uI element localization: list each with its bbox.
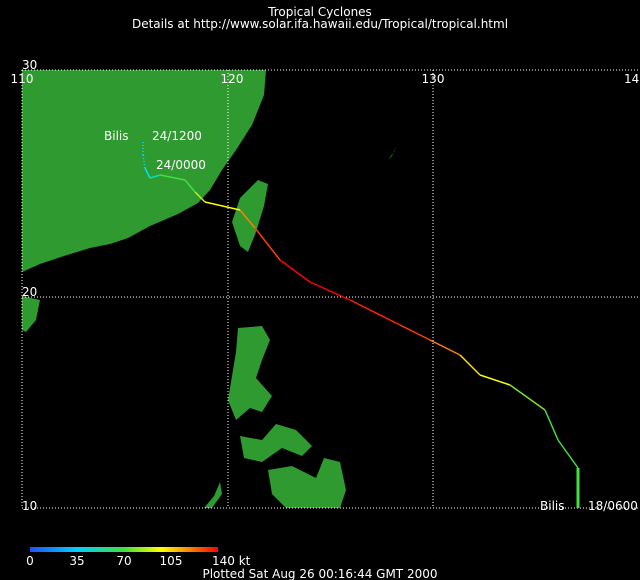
palawan <box>204 482 222 508</box>
legend-label: 35 <box>69 554 84 568</box>
storm-time: 24/0000 <box>156 158 206 172</box>
track-segment <box>349 299 401 326</box>
mainland <box>22 70 266 272</box>
track-segment <box>399 324 431 341</box>
track-segment <box>159 174 186 181</box>
luzon <box>228 326 272 420</box>
track-segment <box>184 179 196 193</box>
storm-track <box>142 140 580 508</box>
longitude-label: 110 <box>11 72 34 86</box>
latitude-label: 20 <box>22 285 37 299</box>
track-segment <box>194 191 206 203</box>
track-segment <box>544 409 559 441</box>
footer: Plotted Sat Aug 26 00:16:44 GMT 2000 <box>202 567 437 580</box>
storm-name: Bilis <box>540 499 565 513</box>
latitude-label: 10 <box>22 499 37 513</box>
track-segment <box>557 439 579 469</box>
track-segment <box>142 154 146 169</box>
legend-colorbar <box>30 547 218 552</box>
ryukyu <box>388 146 396 160</box>
title: Tropical Cyclones <box>267 5 372 19</box>
taiwan <box>232 180 268 252</box>
legend-label: 0 <box>26 554 34 568</box>
visayas <box>240 424 312 462</box>
storm-time: 18/0600 <box>588 499 638 513</box>
track-segment <box>204 201 241 211</box>
track-segment <box>279 259 311 283</box>
track-segment <box>479 374 511 386</box>
land <box>22 70 396 508</box>
latitude-label: 30 <box>22 58 37 72</box>
legend-label: 105 <box>160 554 183 568</box>
longitude-label: 130 <box>422 72 445 86</box>
track-segment <box>429 339 461 356</box>
storm-name: Bilis <box>104 129 129 143</box>
track-segment <box>254 227 281 261</box>
storm-time: 24/1200 <box>152 129 202 143</box>
grid <box>21 69 640 509</box>
track-segment <box>144 167 151 179</box>
track-segment <box>459 354 481 376</box>
track-segment <box>509 384 546 411</box>
mindanao <box>268 458 346 508</box>
longitude-label: 140 <box>624 72 640 86</box>
legend-label: 70 <box>116 554 131 568</box>
legend-label: 140 kt <box>212 554 251 568</box>
longitude-label: 120 <box>221 72 244 86</box>
track-segment <box>239 209 256 229</box>
subtitle: Details at http://www.solar.ifa.hawaii.e… <box>132 17 508 31</box>
track-segment <box>149 174 161 179</box>
track-segment <box>309 281 351 301</box>
hainan <box>22 296 40 332</box>
